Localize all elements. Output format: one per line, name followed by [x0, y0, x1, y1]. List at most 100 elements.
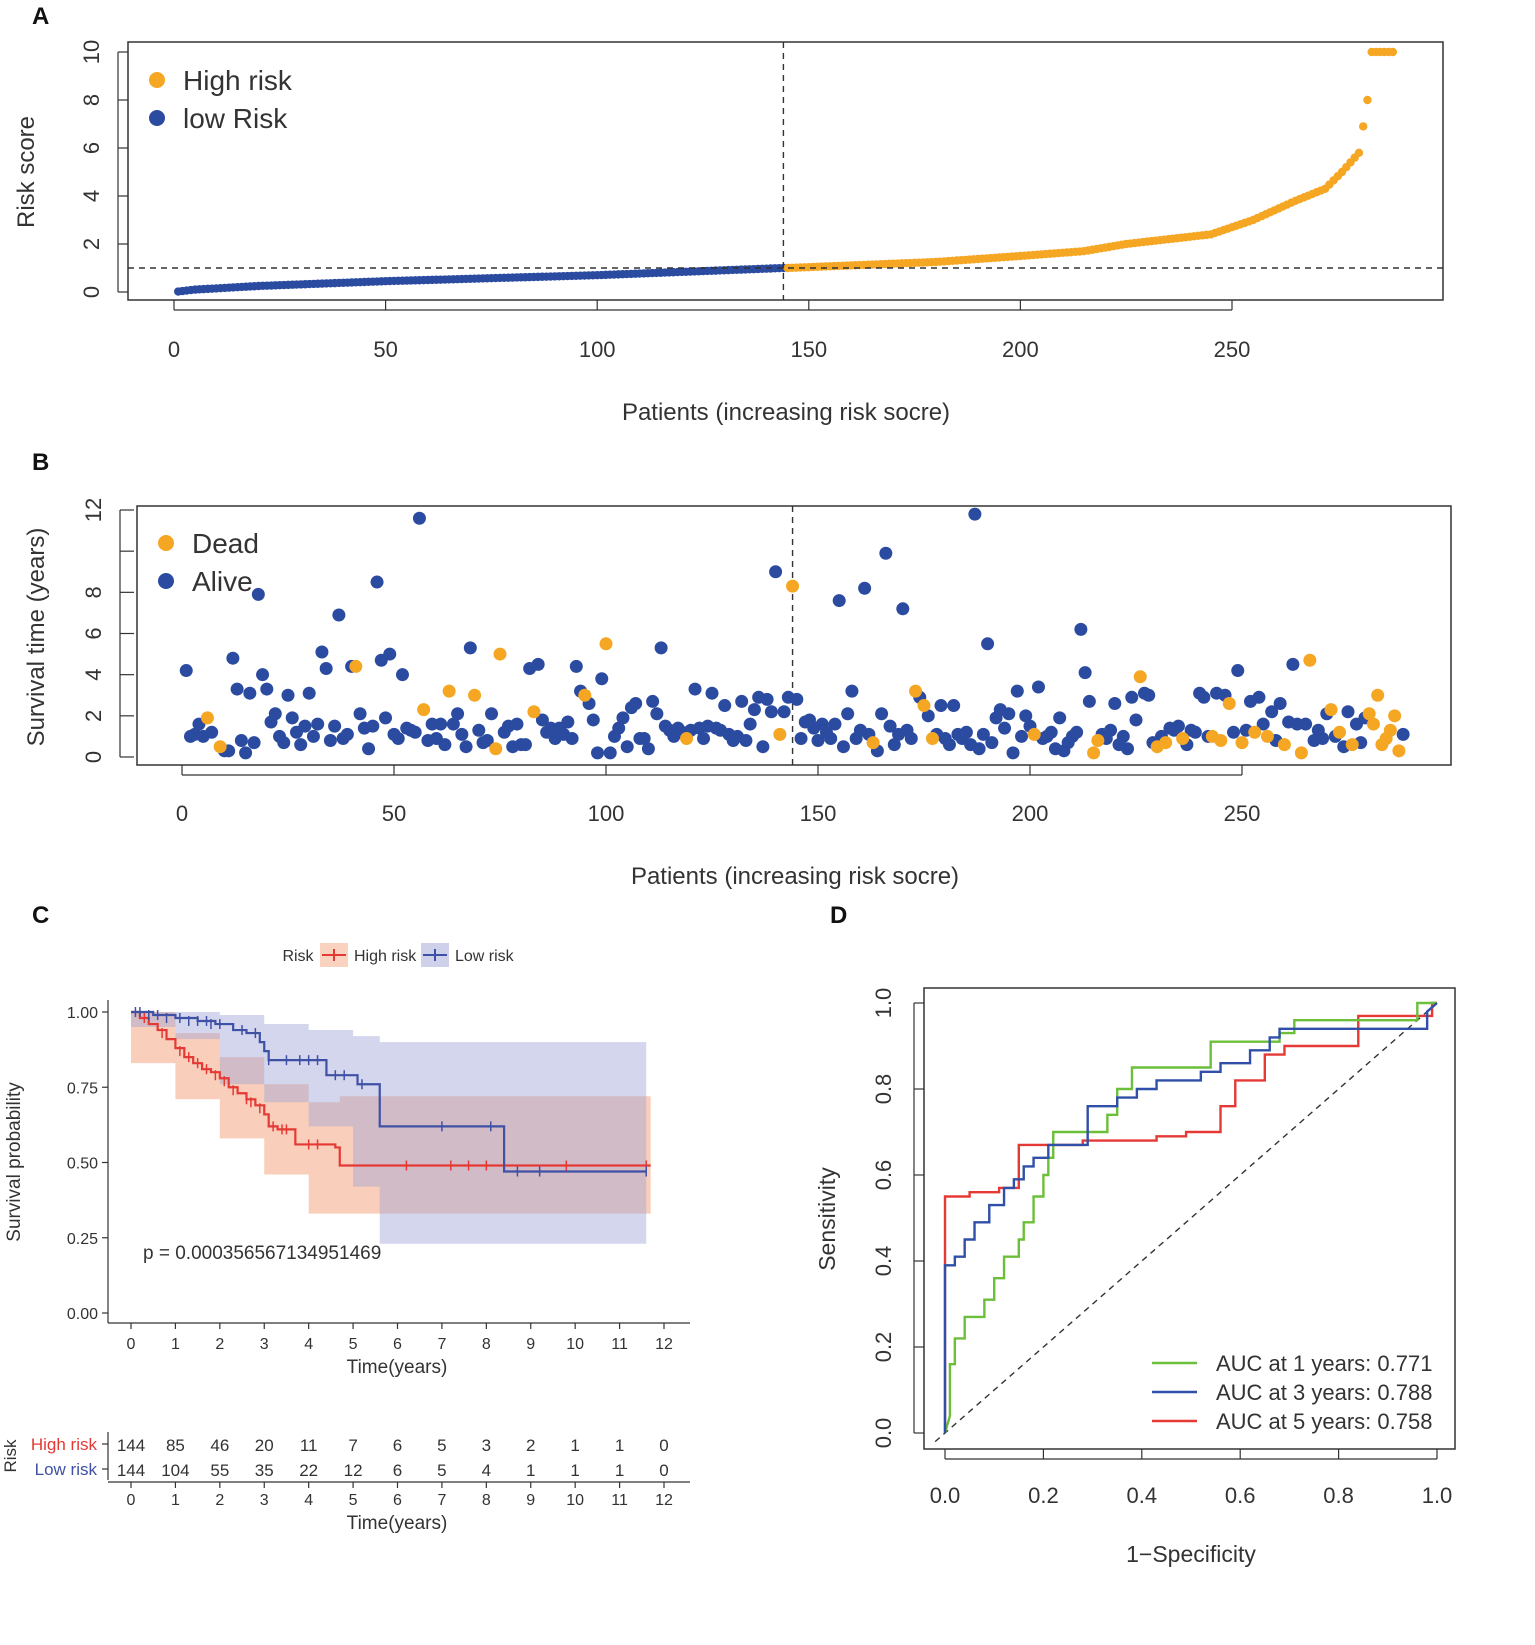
alive-point — [646, 694, 660, 708]
alive-point — [391, 731, 405, 745]
y-tick-label-c: 0.75 — [67, 1080, 98, 1097]
risk-table-count: 1 — [570, 1461, 579, 1480]
alive-point — [1316, 731, 1330, 745]
alive-point — [412, 511, 426, 525]
alive-point — [561, 715, 575, 729]
alive-point — [518, 738, 532, 752]
alive-point — [875, 707, 889, 721]
alive-point — [311, 717, 325, 731]
y-tick-label-a: 2 — [79, 238, 104, 250]
alive-point — [472, 723, 486, 737]
alive-point — [777, 705, 791, 719]
alive-point — [1015, 729, 1029, 743]
alive-point — [251, 587, 265, 601]
legend-marker-dead — [158, 535, 174, 551]
x-tick-label-c: 11 — [611, 1336, 628, 1353]
plot-frame-b — [136, 505, 1452, 766]
x-tick-label-b: 150 — [800, 801, 837, 826]
dead-point — [442, 684, 456, 698]
alive-point — [654, 641, 668, 655]
alive-point — [234, 734, 248, 748]
alive-point — [942, 738, 956, 752]
alive-point — [811, 734, 825, 748]
x-tick-label-c: 3 — [260, 1336, 269, 1353]
alive-point — [1031, 680, 1045, 694]
alive-point — [480, 734, 494, 748]
alive-point — [641, 742, 655, 756]
risk-table-count: 55 — [210, 1461, 229, 1480]
alive-point — [921, 709, 935, 723]
alive-point — [510, 717, 524, 731]
diagonal-reference-line — [934, 1002, 1438, 1443]
risk-table-count: 2 — [526, 1436, 535, 1455]
alive-point — [455, 727, 469, 741]
alive-point — [294, 738, 308, 752]
alive-point — [268, 707, 282, 721]
y-tick-label-b: 12 — [81, 498, 106, 522]
y-tick-label-c: 0.50 — [67, 1156, 98, 1173]
legend-label-low-risk: low Risk — [183, 103, 288, 134]
alive-point — [968, 507, 982, 521]
alive-point — [362, 742, 376, 756]
alive-point — [463, 641, 477, 655]
alive-point — [629, 696, 643, 710]
alive-point — [298, 719, 312, 733]
alive-point — [531, 657, 545, 671]
alive-point — [998, 721, 1012, 735]
alive-point — [756, 740, 770, 754]
alive-point — [904, 731, 918, 745]
x-tick-label-a: 150 — [790, 337, 827, 362]
alive-point — [887, 738, 901, 752]
x-tick-label-c: 9 — [526, 1336, 535, 1353]
y-tick-label-b: 4 — [81, 669, 106, 681]
dead-point — [349, 659, 363, 673]
legend-marker-high-risk — [149, 72, 165, 88]
risk-point — [1358, 122, 1368, 131]
alive-point — [243, 686, 257, 700]
dead-point — [1294, 746, 1308, 760]
dead-point — [527, 705, 541, 719]
alive-point — [591, 746, 605, 760]
alive-point — [1121, 742, 1135, 756]
alive-point — [1125, 690, 1139, 704]
legend-label-roc-1: AUC at 1 years: 0.771 — [1216, 1351, 1432, 1376]
dead-point — [1303, 653, 1317, 667]
x-axis-label-c: Time(years) — [347, 1357, 448, 1378]
alive-point — [841, 707, 855, 721]
alive-point — [383, 647, 397, 661]
alive-point — [637, 731, 651, 745]
risk-point — [1388, 47, 1398, 57]
risk-table-count: 4 — [482, 1461, 491, 1480]
dead-point — [1324, 703, 1338, 717]
alive-point — [1256, 717, 1270, 731]
risk-table-x-tick-label: 5 — [349, 1492, 358, 1509]
dead-point — [1087, 746, 1101, 760]
dead-point — [917, 699, 931, 713]
alive-point — [739, 734, 753, 748]
legend-label-high-risk: High risk — [183, 65, 293, 96]
y-tick-label-b: 0 — [81, 751, 106, 763]
x-axis-label-d: 1−Specificity — [1126, 1541, 1256, 1567]
p-value-label: p = 0.000356567134951469 — [143, 1243, 381, 1264]
y-tick-label-d: 0.6 — [871, 1160, 896, 1191]
alive-point — [277, 736, 291, 750]
alive-point — [565, 731, 579, 745]
y-tick-label-d: 0.8 — [871, 1074, 896, 1105]
censor-marks-high — [143, 1013, 647, 1171]
alive-point — [1142, 688, 1156, 702]
alive-point — [319, 661, 333, 675]
y-tick-label-c: 0.25 — [67, 1231, 98, 1248]
alive-point — [743, 717, 757, 731]
risk-table-label-high: High risk — [31, 1435, 98, 1454]
risk-table-count: 0 — [659, 1436, 668, 1455]
alive-point — [1006, 746, 1020, 760]
dead-point — [417, 703, 431, 717]
alive-point — [1078, 666, 1092, 680]
alive-point — [845, 684, 859, 698]
alive-point — [603, 746, 617, 760]
ci-band-low-risk — [131, 1012, 647, 1244]
alive-point — [1396, 727, 1410, 741]
alive-point — [1188, 725, 1202, 739]
y-tick-label-d: 0.0 — [871, 1418, 896, 1449]
